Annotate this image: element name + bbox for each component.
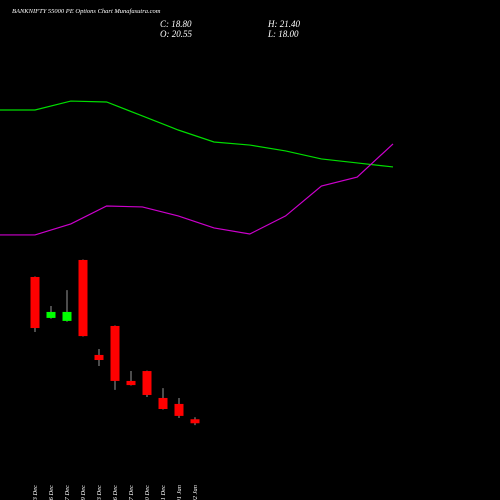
x-tick-label: 19 Dec (80, 485, 87, 500)
candle-body (158, 397, 168, 409)
x-tick-label: 16 Dec (48, 485, 55, 500)
indicator-line (0, 143, 394, 236)
chart-title: BANKNIFTY 55000 PE Options Chart Munafas… (12, 8, 161, 15)
x-tick-label: 26 Dec (112, 485, 119, 500)
candle-body (94, 354, 104, 361)
x-tick-label: 27 Dec (128, 485, 135, 500)
x-tick-label: 30 Dec (144, 485, 151, 500)
candle-body (142, 371, 152, 395)
candle-body (190, 419, 200, 424)
x-tick-label: 13 Dec (32, 485, 39, 500)
candle-body (174, 403, 184, 416)
candle-body (62, 311, 72, 321)
candle-body (46, 311, 56, 318)
indicator-line (0, 100, 394, 168)
x-tick-label: 23 Dec (96, 485, 103, 500)
candle-body (30, 276, 40, 329)
candle-body (110, 325, 120, 381)
info-close: C: 18.80 (160, 19, 192, 29)
x-tick-label: 31 Dec (160, 485, 167, 500)
x-tick-label: 02 Jan (192, 485, 199, 500)
info-open: O: 20.55 (160, 29, 192, 39)
x-tick-label: 01 Jan (176, 485, 183, 500)
x-tick-label: 17 Dec (64, 485, 71, 500)
candle-body (126, 380, 136, 386)
info-low: L: 18.00 (267, 29, 299, 39)
candle-body (78, 259, 88, 337)
info-high: H: 21.40 (267, 19, 300, 29)
